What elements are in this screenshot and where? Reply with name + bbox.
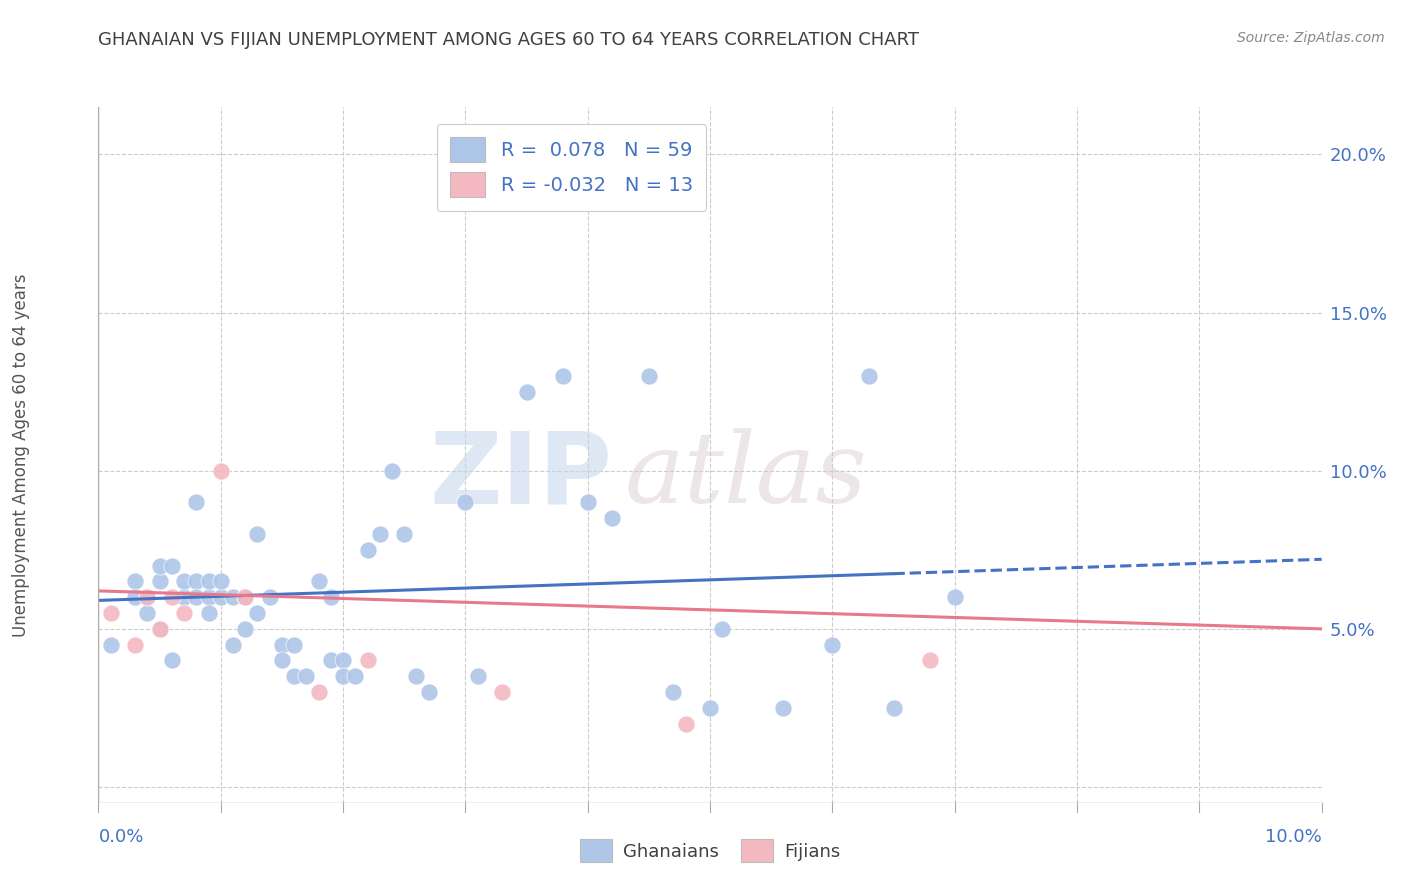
Point bbox=[149, 574, 172, 589]
Point bbox=[295, 669, 318, 683]
Point bbox=[553, 368, 575, 383]
Text: Unemployment Among Ages 60 to 64 years: Unemployment Among Ages 60 to 64 years bbox=[13, 273, 30, 637]
Text: Source: ZipAtlas.com: Source: ZipAtlas.com bbox=[1237, 31, 1385, 45]
Point bbox=[356, 542, 378, 557]
Point bbox=[124, 574, 146, 589]
Point bbox=[233, 622, 256, 636]
Text: 0.0%: 0.0% bbox=[98, 828, 143, 846]
Point bbox=[600, 511, 623, 525]
Point bbox=[160, 591, 183, 605]
Point bbox=[160, 558, 183, 573]
Text: 10.0%: 10.0% bbox=[1265, 828, 1322, 846]
Point bbox=[136, 606, 159, 620]
Point bbox=[197, 574, 219, 589]
Point bbox=[283, 638, 305, 652]
Point bbox=[246, 527, 269, 541]
Point bbox=[100, 638, 122, 652]
Point bbox=[711, 622, 734, 636]
Point bbox=[259, 591, 281, 605]
Point bbox=[319, 591, 342, 605]
Point bbox=[858, 368, 880, 383]
Point bbox=[270, 653, 292, 667]
Point bbox=[197, 606, 219, 620]
Text: ZIP: ZIP bbox=[429, 427, 612, 524]
Point bbox=[576, 495, 599, 509]
Point bbox=[675, 716, 697, 731]
Point bbox=[699, 701, 721, 715]
Point bbox=[821, 638, 844, 652]
Point bbox=[209, 591, 232, 605]
Point bbox=[222, 638, 245, 652]
Point bbox=[516, 384, 538, 399]
Point bbox=[149, 622, 172, 636]
Point bbox=[392, 527, 416, 541]
Point bbox=[186, 495, 208, 509]
Point bbox=[222, 591, 245, 605]
Point bbox=[332, 653, 354, 667]
Point bbox=[136, 591, 159, 605]
Point bbox=[662, 685, 685, 699]
Legend: Ghanaians, Fijians: Ghanaians, Fijians bbox=[572, 832, 848, 870]
Text: atlas: atlas bbox=[624, 428, 868, 524]
Point bbox=[332, 669, 354, 683]
Point bbox=[308, 685, 330, 699]
Point bbox=[368, 527, 391, 541]
Point bbox=[418, 685, 440, 699]
Point bbox=[186, 574, 208, 589]
Point bbox=[197, 591, 219, 605]
Point bbox=[136, 591, 159, 605]
Point bbox=[454, 495, 477, 509]
Point bbox=[772, 701, 794, 715]
Point bbox=[233, 591, 256, 605]
Point bbox=[173, 606, 195, 620]
Point bbox=[186, 591, 208, 605]
Point bbox=[883, 701, 905, 715]
Point bbox=[405, 669, 427, 683]
Point bbox=[920, 653, 942, 667]
Point bbox=[308, 574, 330, 589]
Point bbox=[233, 591, 256, 605]
Point bbox=[381, 464, 404, 478]
Point bbox=[149, 558, 172, 573]
Point bbox=[344, 669, 367, 683]
Point bbox=[173, 574, 195, 589]
Legend: R =  0.078   N = 59, R = -0.032   N = 13: R = 0.078 N = 59, R = -0.032 N = 13 bbox=[436, 124, 706, 211]
Point bbox=[209, 574, 232, 589]
Point bbox=[943, 591, 966, 605]
Point bbox=[173, 591, 195, 605]
Point bbox=[124, 638, 146, 652]
Point bbox=[319, 653, 342, 667]
Point bbox=[283, 669, 305, 683]
Point bbox=[356, 653, 378, 667]
Point bbox=[491, 685, 513, 699]
Point bbox=[149, 622, 172, 636]
Text: GHANAIAN VS FIJIAN UNEMPLOYMENT AMONG AGES 60 TO 64 YEARS CORRELATION CHART: GHANAIAN VS FIJIAN UNEMPLOYMENT AMONG AG… bbox=[98, 31, 920, 49]
Point bbox=[160, 653, 183, 667]
Point bbox=[124, 591, 146, 605]
Point bbox=[270, 638, 292, 652]
Point bbox=[467, 669, 489, 683]
Point bbox=[246, 606, 269, 620]
Point bbox=[100, 606, 122, 620]
Point bbox=[209, 464, 232, 478]
Point bbox=[637, 368, 661, 383]
